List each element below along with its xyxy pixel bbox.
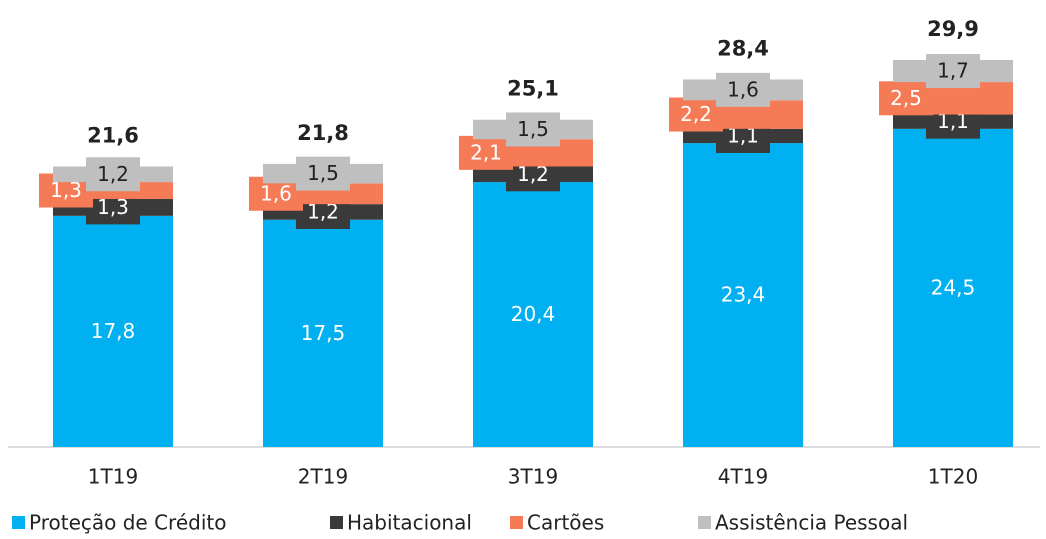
label-box (86, 157, 140, 192)
total-label: 25,1 (507, 77, 559, 101)
value-label: 1,6 (260, 181, 292, 205)
legend-label: Proteção de Crédito (29, 511, 226, 535)
bar-segment (473, 182, 593, 447)
label-box (459, 135, 513, 170)
bar-segment (263, 219, 383, 447)
label-box (879, 81, 933, 116)
total-label: 21,8 (297, 121, 349, 145)
x-tick-label: 4T19 (718, 465, 768, 489)
value-label: 24,5 (931, 275, 976, 299)
label-box (716, 72, 770, 107)
legend-swatch (510, 516, 523, 529)
value-label: 17,8 (91, 319, 136, 343)
value-label: 1,5 (517, 117, 549, 141)
label-box (669, 97, 723, 132)
label-box (296, 156, 350, 191)
value-label: 23,4 (721, 283, 766, 307)
legend-label: Cartões (527, 511, 604, 535)
legend-swatch (12, 516, 25, 529)
label-box (926, 54, 980, 89)
label-box (506, 112, 560, 147)
value-label: 1,2 (97, 162, 129, 186)
bar-segment (683, 143, 803, 448)
bar-segment (53, 215, 173, 447)
x-tick-label: 2T19 (298, 465, 348, 489)
bar-segment (893, 128, 1013, 447)
total-label: 21,6 (87, 123, 139, 147)
x-tick-label: 1T19 (88, 465, 138, 489)
value-label: 1,7 (937, 59, 969, 83)
value-label: 1,5 (307, 161, 339, 185)
x-tick-label: 1T20 (928, 465, 978, 489)
total-label: 29,9 (927, 17, 979, 41)
total-label: 28,4 (717, 36, 769, 60)
value-label: 1,6 (727, 77, 759, 101)
legend-swatch (330, 516, 343, 529)
legend-swatch (698, 516, 711, 529)
value-label: 2,2 (680, 102, 712, 126)
x-tick-label: 3T19 (508, 465, 558, 489)
value-label: 20,4 (511, 302, 556, 326)
legend-label: Assistência Pessoal (715, 511, 908, 535)
legend-label: Habitacional (347, 511, 472, 535)
value-label: 2,1 (470, 140, 502, 164)
value-label: 17,5 (301, 321, 346, 345)
value-label: 2,5 (890, 86, 922, 110)
